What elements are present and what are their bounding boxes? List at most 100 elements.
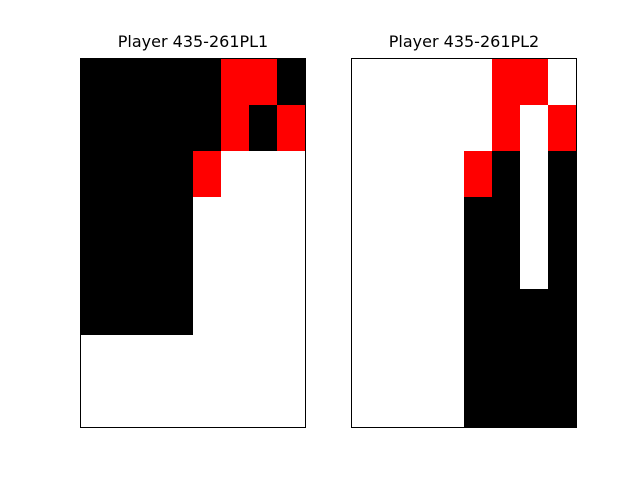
black-cell (548, 381, 576, 427)
red-cell (221, 59, 249, 105)
white-cell (249, 289, 277, 335)
white-cell (277, 243, 305, 289)
black-cell (81, 289, 109, 335)
white-cell (221, 197, 249, 243)
white-cell (221, 335, 249, 381)
black-cell (464, 335, 492, 381)
white-cell (548, 59, 576, 105)
red-cell (548, 105, 576, 151)
black-cell (109, 197, 137, 243)
white-cell (137, 381, 165, 427)
black-cell (548, 151, 576, 197)
white-cell (380, 335, 408, 381)
white-cell (520, 151, 548, 197)
black-cell (81, 59, 109, 105)
white-cell (81, 335, 109, 381)
red-cell (249, 59, 277, 105)
white-cell (352, 105, 380, 151)
white-cell (520, 105, 548, 151)
white-cell (380, 105, 408, 151)
game-board-player-1 (80, 58, 306, 428)
white-cell (436, 289, 464, 335)
black-cell (464, 243, 492, 289)
board-title-player-2: Player 435-261PL2 (388, 32, 540, 51)
white-cell (249, 151, 277, 197)
black-cell (165, 289, 193, 335)
white-cell (352, 289, 380, 335)
white-cell (193, 335, 221, 381)
board-title-player-1: Player 435-261PL1 (117, 32, 269, 51)
white-cell (408, 243, 436, 289)
red-cell (492, 105, 520, 151)
white-cell (520, 243, 548, 289)
black-cell (464, 289, 492, 335)
black-cell (81, 197, 109, 243)
red-cell (193, 151, 221, 197)
black-cell (548, 197, 576, 243)
white-cell (277, 289, 305, 335)
white-cell (408, 335, 436, 381)
red-cell (464, 151, 492, 197)
game-board-player-2 (351, 58, 577, 428)
white-cell (109, 335, 137, 381)
black-cell (137, 105, 165, 151)
white-cell (408, 289, 436, 335)
black-cell (109, 243, 137, 289)
black-cell (137, 59, 165, 105)
black-cell (137, 243, 165, 289)
white-cell (277, 197, 305, 243)
white-cell (464, 59, 492, 105)
white-cell (408, 381, 436, 427)
black-cell (193, 105, 221, 151)
black-cell (109, 289, 137, 335)
white-cell (352, 197, 380, 243)
white-cell (193, 243, 221, 289)
white-cell (277, 151, 305, 197)
white-cell (221, 289, 249, 335)
black-cell (165, 243, 193, 289)
white-cell (221, 243, 249, 289)
black-cell (109, 105, 137, 151)
black-cell (520, 289, 548, 335)
white-cell (249, 335, 277, 381)
white-cell (165, 381, 193, 427)
black-cell (165, 59, 193, 105)
black-cell (249, 105, 277, 151)
white-cell (277, 381, 305, 427)
white-cell (249, 381, 277, 427)
white-cell (221, 151, 249, 197)
white-cell (408, 59, 436, 105)
black-cell (492, 243, 520, 289)
white-cell (520, 197, 548, 243)
black-cell (137, 289, 165, 335)
white-cell (352, 151, 380, 197)
black-cell (165, 105, 193, 151)
black-cell (520, 381, 548, 427)
black-cell (520, 335, 548, 381)
black-cell (81, 151, 109, 197)
black-cell (492, 335, 520, 381)
white-cell (352, 243, 380, 289)
black-cell (492, 289, 520, 335)
white-cell (408, 105, 436, 151)
white-cell (165, 335, 193, 381)
black-cell (137, 197, 165, 243)
white-cell (193, 289, 221, 335)
white-cell (464, 105, 492, 151)
white-cell (380, 197, 408, 243)
white-cell (249, 243, 277, 289)
white-cell (436, 105, 464, 151)
white-cell (193, 381, 221, 427)
white-cell (249, 197, 277, 243)
black-cell (492, 151, 520, 197)
red-cell (492, 59, 520, 105)
white-cell (380, 151, 408, 197)
white-cell (352, 59, 380, 105)
black-cell (277, 59, 305, 105)
white-cell (436, 197, 464, 243)
white-cell (352, 335, 380, 381)
white-cell (380, 243, 408, 289)
black-cell (464, 197, 492, 243)
white-cell (380, 59, 408, 105)
black-cell (464, 381, 492, 427)
